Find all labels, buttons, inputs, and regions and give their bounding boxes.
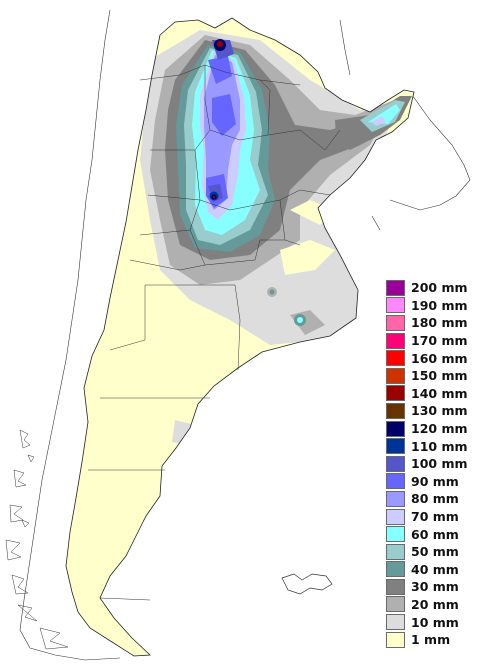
- legend-swatch: [386, 631, 405, 648]
- legend-label: 50 mm: [411, 544, 459, 560]
- legend-swatch: [386, 438, 405, 455]
- legend-label: 30 mm: [411, 579, 459, 595]
- legend-swatch: [386, 297, 405, 314]
- legend-swatch: [386, 614, 405, 631]
- legend-item: 50 mm: [386, 543, 480, 561]
- legend-item: 200 mm: [386, 279, 480, 297]
- legend-label: 150 mm: [411, 368, 468, 384]
- legend-label: 20 mm: [411, 596, 459, 612]
- legend-item: 160 mm: [386, 349, 480, 367]
- legend-item: 30 mm: [386, 578, 480, 596]
- legend-label: 140 mm: [411, 385, 468, 401]
- legend-item: 10 mm: [386, 613, 480, 631]
- legend-swatch: [386, 578, 405, 595]
- legend-item: 40 mm: [386, 561, 480, 579]
- legend-swatch: [386, 402, 405, 419]
- legend-label: 190 mm: [411, 297, 468, 313]
- argentina-outline: [65, 17, 415, 657]
- legend-label: 40 mm: [411, 561, 459, 577]
- neighbor-borders: [339, 19, 471, 231]
- legend-item: 100 mm: [386, 455, 480, 473]
- legend-label: 80 mm: [411, 491, 459, 507]
- legend-label: 110 mm: [411, 438, 468, 454]
- legend-label: 10 mm: [411, 614, 459, 630]
- malvinas-islands: [281, 573, 333, 595]
- legend-swatch: [386, 314, 405, 331]
- legend-item: 60 mm: [386, 525, 480, 543]
- legend-item: 190 mm: [386, 297, 480, 315]
- legend-swatch: [386, 490, 405, 507]
- legend-label: 1 mm: [411, 632, 451, 648]
- legend-label: 100 mm: [411, 456, 468, 472]
- legend-label: 90 mm: [411, 473, 459, 489]
- legend-label: 180 mm: [411, 315, 468, 331]
- province-borders: [88, 64, 341, 601]
- precipitation-legend: 200 mm 190 mm 180 mm 170 mm 160 mm 150 mm 140 …: [386, 279, 480, 648]
- legend-label: 170 mm: [411, 333, 468, 349]
- legend-item: 120 mm: [386, 420, 480, 438]
- legend-item: 70 mm: [386, 508, 480, 526]
- legend-item: 130 mm: [386, 402, 480, 420]
- legend-swatch: [386, 367, 405, 384]
- legend-label: 200 mm: [411, 280, 468, 296]
- legend-item: 180 mm: [386, 314, 480, 332]
- legend-label: 160 mm: [411, 350, 468, 366]
- legend-item: 20 mm: [386, 596, 480, 614]
- legend-label: 130 mm: [411, 403, 468, 419]
- legend-item: 140 mm: [386, 385, 480, 403]
- legend-swatch: [386, 543, 405, 560]
- legend-item: 90 mm: [386, 473, 480, 491]
- chile-border-line: [19, 9, 121, 661]
- legend-swatch: [386, 473, 405, 490]
- legend-swatch: [386, 279, 405, 296]
- legend-swatch: [386, 385, 405, 402]
- legend-label: 60 mm: [411, 526, 459, 542]
- legend-swatch: [386, 526, 405, 543]
- legend-label: 70 mm: [411, 509, 459, 525]
- legend-item: 1 mm: [386, 631, 480, 649]
- legend-swatch: [386, 350, 405, 367]
- legend-swatch: [386, 420, 405, 437]
- legend-item: 110 mm: [386, 437, 480, 455]
- legend-item: 170 mm: [386, 332, 480, 350]
- legend-swatch: [386, 596, 405, 613]
- southern-islands: [5, 429, 69, 650]
- legend-swatch: [386, 332, 405, 349]
- legend-label: 120 mm: [411, 421, 468, 437]
- legend-swatch: [386, 455, 405, 472]
- legend-swatch: [386, 561, 405, 578]
- legend-item: 80 mm: [386, 490, 480, 508]
- legend-item: 150 mm: [386, 367, 480, 385]
- legend-swatch: [386, 508, 405, 525]
